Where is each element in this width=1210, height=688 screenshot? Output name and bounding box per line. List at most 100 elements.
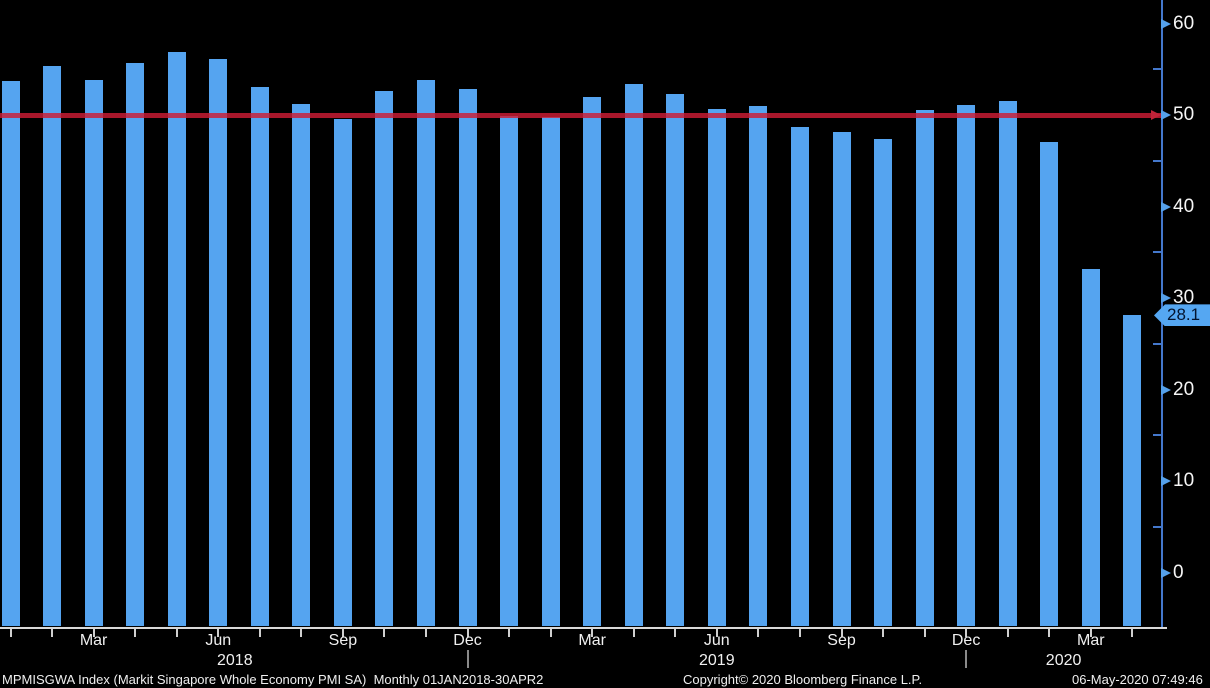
x-tick — [1131, 629, 1134, 637]
bar-jul-2019 — [749, 105, 768, 626]
bar-mar-2019 — [583, 96, 602, 626]
bar-jun-2018 — [209, 59, 228, 626]
x-tick-label-mar-14: Mar — [578, 632, 606, 649]
y-tick-label-30: 30 — [1173, 287, 1195, 308]
x-tick — [923, 629, 926, 637]
bar-may-2019 — [666, 94, 685, 626]
x-tick-label-dec-23: Dec — [951, 632, 981, 649]
bar-dec-2019 — [957, 104, 976, 626]
x-tick-label-mar-2: Mar — [79, 632, 108, 649]
status-bar: MPMISGWA Index (Markit Singapore Whole E… — [0, 672, 1210, 688]
y-minor-tick — [1153, 525, 1161, 528]
reference-line-arrow-icon — [1151, 110, 1161, 120]
y-minor-tick — [1153, 342, 1161, 345]
x-year-label-2019: 2019 — [699, 652, 735, 669]
bar-jan-2019 — [500, 115, 519, 626]
bar-apr-2018 — [126, 62, 145, 626]
y-tick-label-60: 60 — [1173, 12, 1195, 34]
y-tick-label-0: 0 — [1173, 561, 1184, 583]
y-tick-arrow-icon — [1161, 476, 1171, 486]
bar-oct-2019 — [874, 138, 892, 626]
bar-sep-2018 — [333, 118, 352, 626]
bar-nov-2018 — [417, 80, 435, 626]
y-tick-arrow-icon — [1161, 567, 1171, 578]
x-tick — [425, 629, 427, 637]
x-tick — [1006, 629, 1009, 637]
reference-line-50 — [0, 112, 1161, 118]
x-tick-label-sep-20: Sep — [827, 632, 856, 649]
x-tick — [757, 629, 760, 637]
last-value-label: 28.1 — [1167, 305, 1201, 325]
bar-jul-2018 — [250, 86, 269, 626]
x-tick — [92, 629, 95, 637]
copyright-text: Copyright© 2020 Bloomberg Finance L.P. — [683, 672, 923, 687]
x-axis-line — [0, 627, 1167, 629]
bar-apr-2020 — [1123, 315, 1142, 626]
bar-oct-2018 — [375, 91, 394, 626]
bar-jan-2020 — [998, 101, 1017, 626]
x-tick — [508, 629, 511, 637]
bar-feb-2018 — [43, 65, 61, 626]
x-tick — [217, 629, 220, 637]
y-minor-tick — [1153, 251, 1161, 254]
y-tick-arrow-icon — [1161, 293, 1171, 303]
security-description: MPMISGWA Index (Markit Singapore Whole E… — [2, 672, 544, 687]
y-tick-label-40: 40 — [1173, 195, 1195, 217]
x-tick — [674, 629, 677, 637]
x-tick — [549, 629, 552, 637]
x-tick — [591, 629, 594, 637]
x-tick — [383, 629, 386, 637]
x-tick — [965, 629, 968, 637]
x-tick — [840, 629, 843, 637]
x-tick — [632, 629, 635, 637]
bar-aug-2018 — [292, 104, 311, 626]
x-tick-label-jun-17: Jun — [703, 632, 730, 649]
x-tick — [715, 629, 718, 637]
x-tick-label-mar-26: Mar — [1077, 632, 1105, 649]
year-separator — [965, 650, 968, 668]
bar-feb-2019 — [541, 116, 560, 626]
x-tick — [175, 629, 178, 637]
x-tick-label-dec-11: Dec — [453, 632, 482, 649]
x-tick — [341, 629, 344, 637]
bar-jan-2018 — [1, 81, 20, 626]
y-tick-label-20: 20 — [1173, 378, 1195, 400]
bar-dec-2018 — [458, 89, 477, 626]
x-year-label-2020: 2020 — [1045, 652, 1082, 669]
bar-nov-2019 — [915, 110, 934, 626]
y-minor-tick — [1153, 159, 1161, 162]
y-tick-label-50: 50 — [1173, 104, 1195, 125]
x-tick — [882, 629, 884, 637]
x-tick — [1048, 629, 1051, 637]
year-separator — [466, 650, 469, 668]
x-tick — [51, 629, 53, 637]
x-tick — [798, 629, 801, 637]
x-tick — [258, 629, 261, 637]
y-tick-label-10: 10 — [1173, 470, 1195, 491]
x-tick — [134, 629, 137, 637]
x-tick — [1089, 629, 1092, 637]
bar-jun-2019 — [707, 108, 726, 626]
bar-aug-2019 — [790, 126, 809, 626]
x-tick — [300, 629, 303, 637]
bar-feb-2020 — [1040, 141, 1059, 626]
x-tick — [466, 629, 469, 637]
x-tick-label-sep-8: Sep — [328, 632, 358, 649]
y-tick-arrow-icon — [1161, 18, 1171, 29]
y-tick-arrow-icon — [1161, 110, 1171, 120]
y-minor-tick — [1153, 434, 1161, 437]
bar-may-2018 — [167, 51, 186, 626]
bar-mar-2020 — [1081, 268, 1100, 626]
bar-apr-2019 — [624, 83, 643, 626]
x-year-label-2018: 2018 — [217, 652, 253, 669]
bar-mar-2018 — [84, 80, 103, 626]
last-value-badge: 28.1 — [1154, 304, 1210, 327]
y-tick-arrow-icon — [1161, 201, 1171, 212]
x-tick-label-jun-5: Jun — [205, 632, 232, 649]
y-tick-arrow-icon — [1161, 384, 1171, 395]
timestamp: 06-May-2020 07:49:46 — [1072, 672, 1203, 687]
y-minor-tick — [1153, 68, 1161, 71]
x-tick — [9, 629, 12, 637]
bar-sep-2019 — [832, 132, 851, 626]
